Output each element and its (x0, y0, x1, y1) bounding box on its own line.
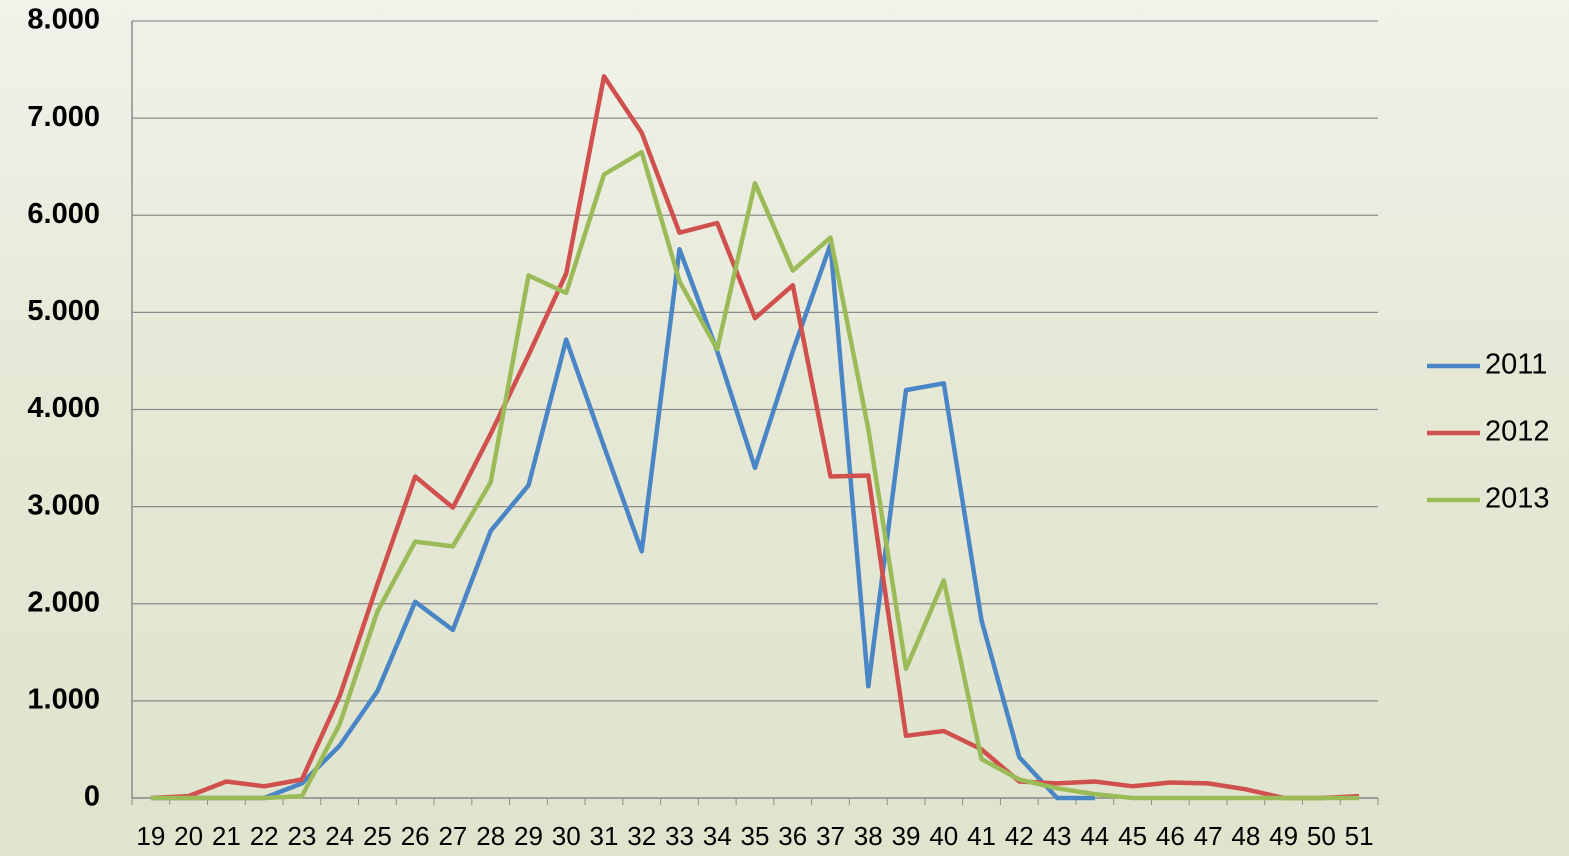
y-tick-label: 4.000 (27, 392, 100, 424)
y-tick-label: 3.000 (27, 489, 100, 521)
series-line (150, 149, 1360, 801)
x-tick-label: 27 (438, 821, 467, 851)
x-tick-label: 41 (967, 821, 996, 851)
x-tick-label: 26 (401, 821, 430, 851)
x-tick-label: 49 (1269, 821, 1298, 851)
x-tick-label: 33 (665, 821, 694, 851)
series-line (150, 74, 1360, 801)
x-tick-label: 36 (778, 821, 807, 851)
x-tick-label: 44 (1080, 821, 1109, 851)
x-tick-label: 48 (1231, 821, 1260, 851)
x-tick-label: 31 (590, 821, 619, 851)
x-tick-label: 28 (476, 821, 505, 851)
x-tick-label: 32 (627, 821, 656, 851)
x-tick-label: 45 (1118, 821, 1147, 851)
y-tick-label: 0 (84, 781, 100, 813)
x-tick-label: 37 (816, 821, 845, 851)
x-tick-label: 34 (703, 821, 732, 851)
x-tick-label: 23 (287, 821, 316, 851)
x-tick-label: 40 (929, 821, 958, 851)
legend-label: 2013 (1485, 483, 1550, 515)
legend-label: 2011 (1485, 349, 1547, 381)
y-tick-label: 5.000 (27, 295, 100, 327)
x-tick-label: 24 (325, 821, 354, 851)
x-tick-label: 42 (1005, 821, 1034, 851)
x-tick-label: 30 (552, 821, 581, 851)
x-tick-label: 43 (1043, 821, 1072, 851)
y-tick-label: 8.000 (27, 4, 100, 36)
series-line (150, 242, 1095, 801)
x-tick-label: 51 (1345, 821, 1374, 851)
x-tick-label: 20 (174, 821, 203, 851)
legend-label: 2012 (1485, 416, 1550, 448)
x-tick-label: 39 (892, 821, 921, 851)
y-tick-label: 1.000 (27, 684, 100, 716)
y-tick-label: 6.000 (27, 198, 100, 230)
x-tick-label: 22 (250, 821, 279, 851)
x-tick-label: 21 (212, 821, 241, 851)
x-tick-label: 46 (1156, 821, 1185, 851)
x-tick-label: 19 (136, 821, 165, 851)
x-tick-label: 47 (1194, 821, 1223, 851)
x-tick-label: 29 (514, 821, 543, 851)
x-tick-label: 38 (854, 821, 883, 851)
x-tick-label: 25 (363, 821, 392, 851)
y-tick-label: 2.000 (27, 586, 100, 618)
x-tick-label: 50 (1307, 821, 1336, 851)
y-tick-label: 7.000 (27, 101, 100, 133)
x-tick-label: 35 (741, 821, 770, 851)
